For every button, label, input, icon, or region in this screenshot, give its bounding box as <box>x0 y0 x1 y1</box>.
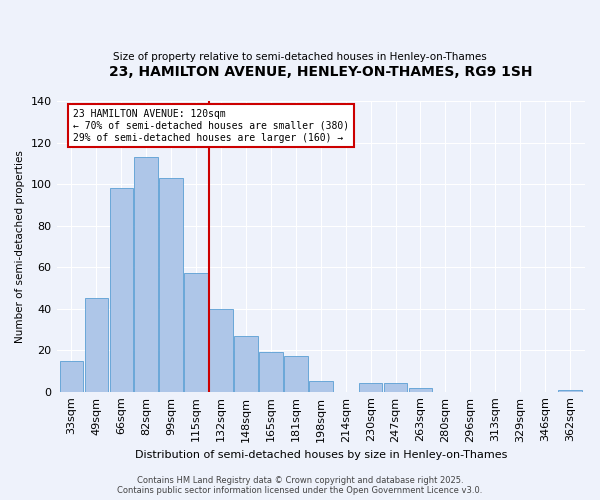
Text: Size of property relative to semi-detached houses in Henley-on-Thames: Size of property relative to semi-detach… <box>113 52 487 62</box>
Text: 23 HAMILTON AVENUE: 120sqm
← 70% of semi-detached houses are smaller (380)
29% o: 23 HAMILTON AVENUE: 120sqm ← 70% of semi… <box>73 110 349 142</box>
Bar <box>409 388 433 392</box>
Bar <box>59 360 83 392</box>
Bar <box>209 308 233 392</box>
Bar <box>284 356 308 392</box>
Bar <box>184 274 208 392</box>
X-axis label: Distribution of semi-detached houses by size in Henley-on-Thames: Distribution of semi-detached houses by … <box>134 450 507 460</box>
Bar <box>160 178 183 392</box>
Bar <box>384 384 407 392</box>
Bar <box>85 298 108 392</box>
Text: Contains HM Land Registry data © Crown copyright and database right 2025.
Contai: Contains HM Land Registry data © Crown c… <box>118 476 482 495</box>
Bar <box>259 352 283 392</box>
Bar <box>134 157 158 392</box>
Y-axis label: Number of semi-detached properties: Number of semi-detached properties <box>15 150 25 343</box>
Bar <box>309 382 332 392</box>
Bar <box>110 188 133 392</box>
Bar <box>558 390 582 392</box>
Bar <box>234 336 258 392</box>
Bar <box>359 384 382 392</box>
Title: 23, HAMILTON AVENUE, HENLEY-ON-THAMES, RG9 1SH: 23, HAMILTON AVENUE, HENLEY-ON-THAMES, R… <box>109 65 533 79</box>
